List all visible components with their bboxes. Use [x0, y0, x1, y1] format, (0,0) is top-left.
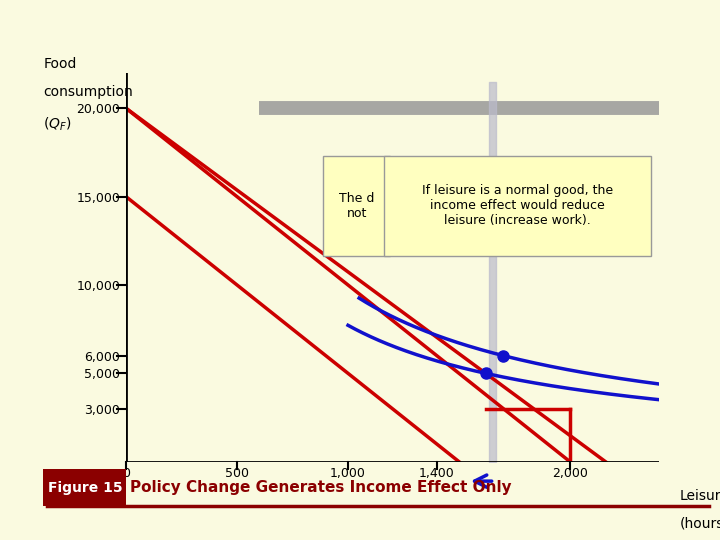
FancyBboxPatch shape: [384, 157, 651, 255]
Text: (hours): (hours): [680, 516, 720, 530]
Text: Figure 15: Figure 15: [48, 481, 122, 495]
Text: The d
not: The d not: [339, 192, 374, 220]
Text: Leisure: Leisure: [680, 489, 720, 503]
Text: consumption: consumption: [43, 85, 133, 99]
FancyArrowPatch shape: [474, 475, 492, 487]
Text: Policy Change Generates Income Effect Only: Policy Change Generates Income Effect On…: [130, 480, 511, 495]
Text: If leisure is a normal good, the
income effect would reduce
leisure (increase wo: If leisure is a normal good, the income …: [422, 184, 613, 227]
FancyBboxPatch shape: [323, 157, 390, 255]
Text: ($Q_F$): ($Q_F$): [43, 116, 72, 133]
Text: Food: Food: [43, 57, 77, 71]
